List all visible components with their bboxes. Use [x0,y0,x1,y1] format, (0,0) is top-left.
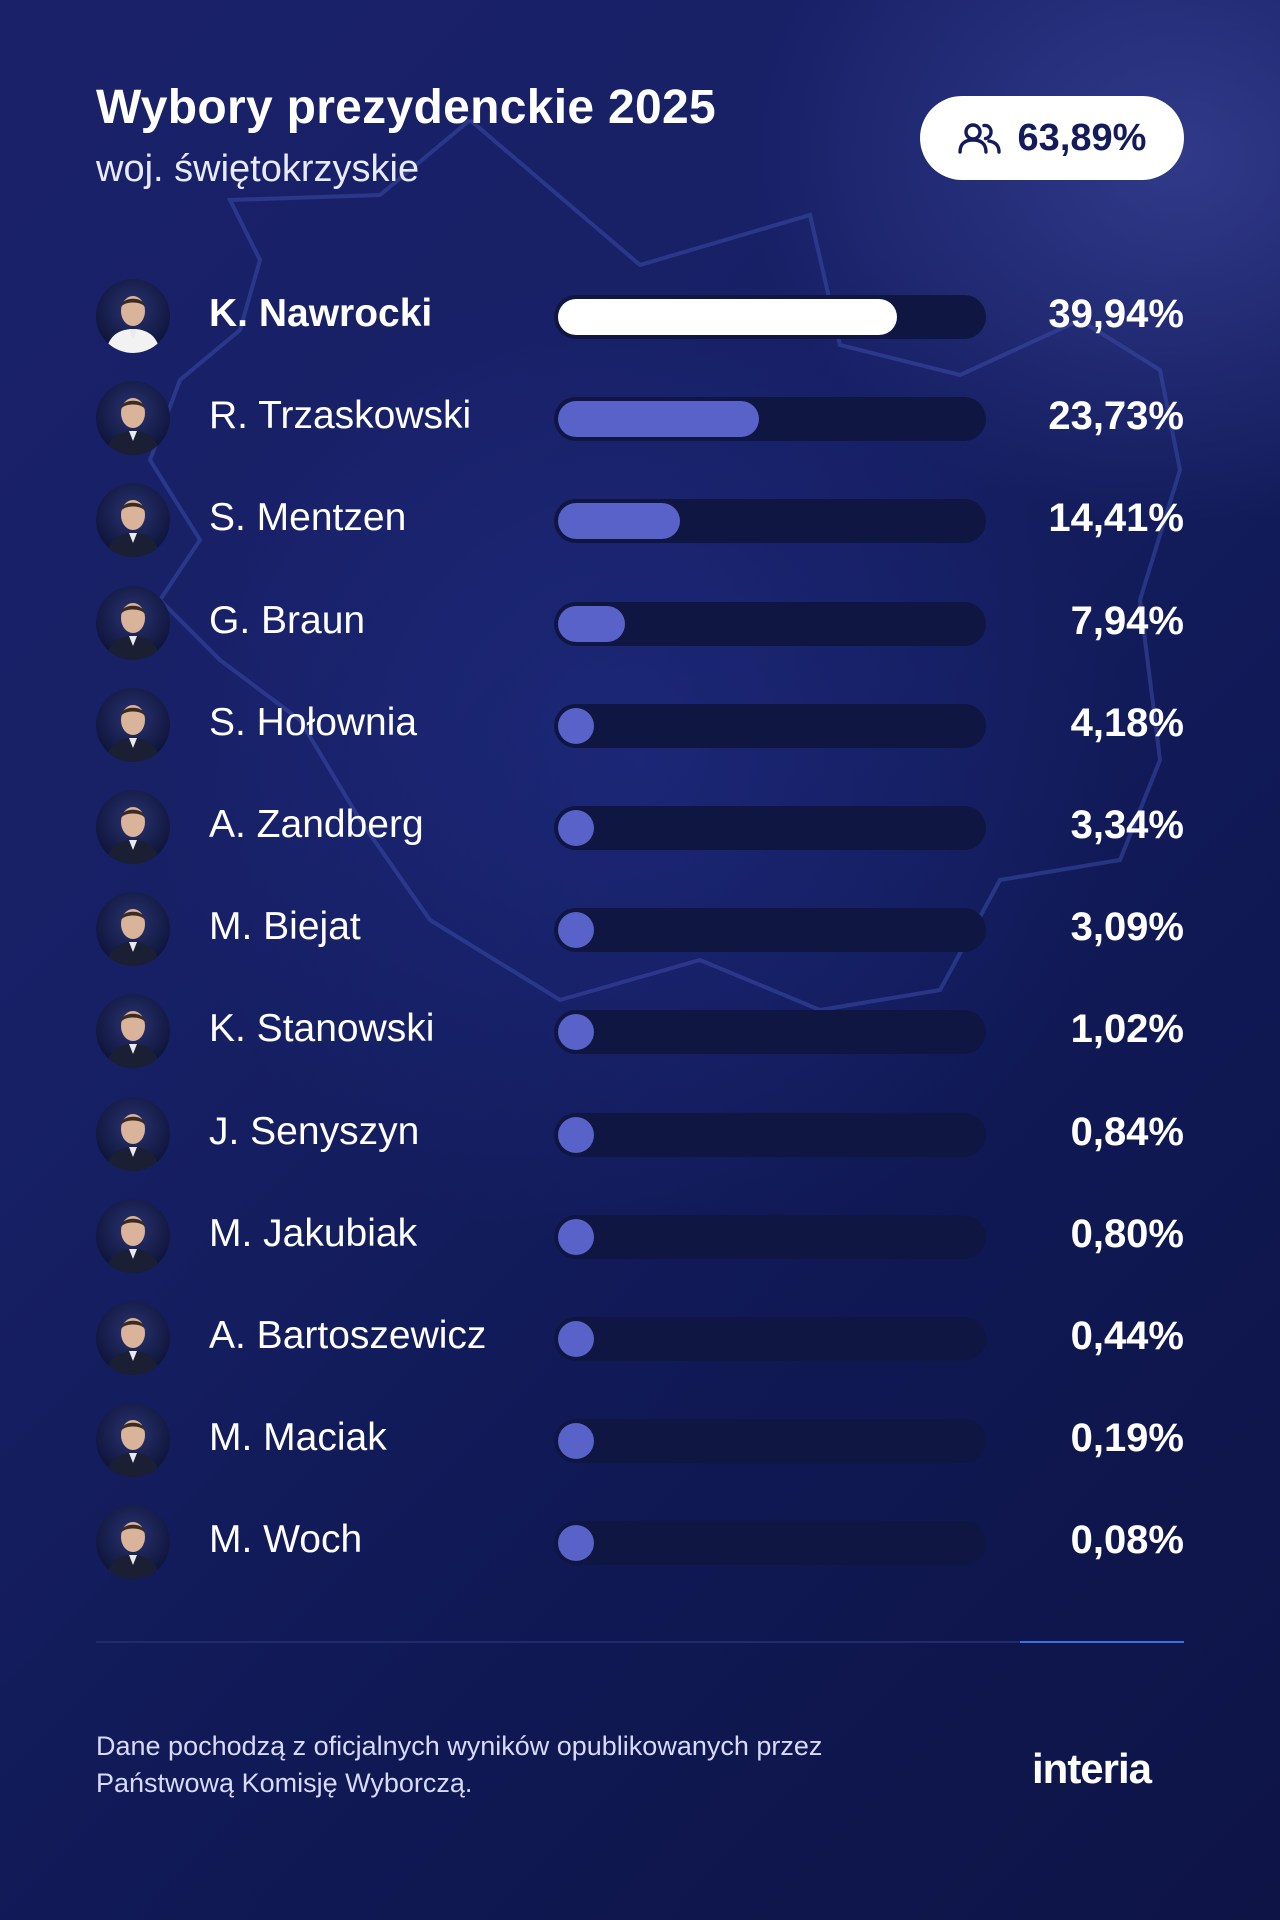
data-label: 0,19% [1070,1416,1184,1461]
bar-track [554,703,986,748]
candidate-name: K. Stanowski [209,1007,435,1051]
result-row: S. Mentzen 14,41% [96,480,1184,582]
turnout-value: 63,89% [1017,116,1147,159]
result-row: A. Zandberg 3,34% [96,787,1184,889]
candidate-photo [96,1096,170,1171]
data-label: 1,02% [1070,1007,1184,1052]
bar [558,809,594,846]
bar-track [554,1010,986,1055]
bar [558,605,626,642]
candidate-photo [96,892,170,967]
bar [558,503,681,540]
result-row: G. Braun 7,94% [96,583,1184,685]
data-label: 39,94% [1048,292,1184,336]
people-icon [957,123,1001,154]
candidate-photo [96,1403,170,1478]
results-list: K. Nawrocki 39,94% R. Trzaskowski 23,73% S. … [96,276,1184,1604]
candidate-photo [96,483,170,558]
bar [558,1116,594,1153]
bar-track [554,1521,986,1566]
candidate-name: A. Zandberg [209,802,424,846]
candidate-name: A. Bartoszewicz [209,1313,487,1357]
candidate-photo [96,789,170,864]
bar-track [554,908,986,953]
data-label: 3,09% [1070,905,1184,950]
bar [558,299,897,335]
bar-track [554,601,986,646]
result-row: K. Stanowski 1,02% [96,991,1184,1093]
bar [558,1423,594,1460]
bar-track [554,295,986,339]
candidate-photo [96,279,170,353]
candidate-name: M. Woch [209,1518,363,1562]
candidate-photo [96,1300,170,1375]
interia-logo: interia [1032,1745,1152,1792]
candidate-name: M. Jakubiak [209,1211,418,1255]
bar-track [554,1419,986,1464]
result-row: K. Nawrocki 39,94% [96,276,1184,378]
data-label: 0,08% [1070,1518,1184,1563]
bar [558,1525,594,1562]
footer-divider [96,1641,1184,1643]
bar-track [554,499,986,544]
result-row: M. Woch 0,08% [96,1502,1184,1604]
data-label: 4,18% [1070,700,1184,745]
bar-track [554,1316,986,1361]
candidate-name: K. Nawrocki [209,292,433,335]
result-row: S. Hołownia 4,18% [96,685,1184,787]
candidate-photo [96,687,170,762]
result-row: A. Bartoszewicz 0,44% [96,1298,1184,1400]
bar-track [554,1214,986,1259]
data-label: 14,41% [1048,496,1184,541]
bar [558,1014,594,1051]
candidate-name: G. Braun [209,598,366,642]
footer-divider-accent [1020,1641,1184,1643]
data-label: 0,84% [1070,1109,1184,1154]
candidate-photo [96,585,170,660]
candidate-name: R. Trzaskowski [209,394,472,438]
bar [558,1320,594,1357]
data-label: 0,80% [1070,1211,1184,1256]
candidate-name: S. Hołownia [209,700,418,744]
bar [558,707,594,744]
source-note: Dane pochodzą z oficjalnych wyników opub… [96,1731,823,1798]
result-row: J. Senyszyn 0,84% [96,1094,1184,1196]
bar [558,912,594,949]
bar-track [554,397,986,442]
candidate-photo [96,1505,170,1580]
candidate-name: J. Senyszyn [209,1109,420,1153]
data-label: 0,44% [1070,1313,1184,1358]
result-row: M. Biejat 3,09% [96,889,1184,991]
bar [558,401,760,438]
candidate-photo [96,1198,170,1273]
bar [558,1218,594,1255]
bar-track [554,1112,986,1157]
data-label: 23,73% [1048,394,1184,439]
candidate-name: M. Maciak [209,1416,387,1460]
turnout-badge: 63,89% [920,96,1184,180]
result-row: R. Trzaskowski 23,73% [96,378,1184,480]
result-row: M. Maciak 0,19% [96,1400,1184,1502]
candidate-name: M. Biejat [209,905,361,949]
page-title: Wybory prezydenckie 2025 [96,81,716,134]
page-subtitle: woj. świętokrzyskie [96,148,420,190]
candidate-name: S. Mentzen [209,496,407,540]
candidate-photo [96,381,170,456]
bar-track [554,805,986,850]
data-label: 3,34% [1070,802,1184,847]
data-label: 7,94% [1070,598,1184,643]
result-row: M. Jakubiak 0,80% [96,1196,1184,1298]
candidate-photo [96,994,170,1069]
